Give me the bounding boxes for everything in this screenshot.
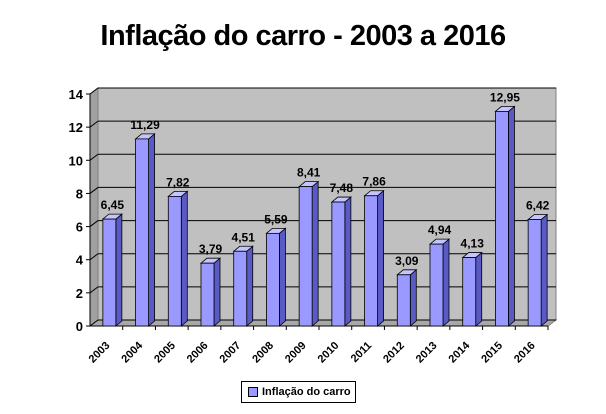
bar-side	[148, 133, 155, 327]
bar-front	[266, 232, 280, 327]
x-tick-label: 2013	[414, 340, 440, 366]
legend: Inflação do carro	[241, 381, 356, 403]
bar	[494, 105, 516, 327]
bar-front	[135, 138, 149, 327]
x-tick-label: 2004	[119, 339, 145, 365]
x-tick-label: 2014	[447, 339, 473, 365]
bar-front	[298, 186, 313, 327]
bar-side	[377, 189, 384, 327]
bar	[265, 227, 287, 327]
bar	[396, 268, 418, 327]
data-label: 3,79	[199, 242, 223, 256]
bar-front	[200, 262, 215, 327]
bar	[461, 251, 483, 327]
bar-side	[442, 238, 450, 327]
plot-floor	[88, 319, 558, 327]
x-tick-label: 2016	[512, 340, 538, 366]
y-tick-label: 6	[76, 220, 83, 235]
y-tick-label: 2	[76, 286, 83, 301]
y-tick-label: 14	[69, 87, 84, 102]
legend-label: Inflação do carro	[262, 386, 351, 398]
x-tick-label: 2006	[185, 340, 211, 366]
y-tick-label: 12	[69, 120, 83, 135]
bar	[428, 238, 451, 327]
bar-side	[475, 251, 483, 327]
x-tick-label: 2009	[283, 340, 309, 366]
y-tick-label: 10	[69, 153, 83, 168]
gridline-depth	[89, 153, 99, 161]
y-tick-label: 0	[76, 319, 83, 334]
bar-side	[540, 213, 548, 327]
data-label: 4,51	[232, 230, 256, 244]
bar	[363, 189, 385, 327]
gridline-depth	[89, 253, 99, 261]
x-tick-label: 2012	[381, 340, 407, 366]
bar	[527, 213, 549, 327]
data-label: 6,45	[101, 198, 125, 212]
data-label: 4,94	[428, 223, 452, 237]
y-tick-label: 8	[76, 186, 83, 201]
gridline-depth	[89, 187, 99, 194]
data-label: 11,29	[130, 118, 160, 132]
bar-front	[462, 257, 477, 327]
x-tick-label: 2015	[479, 340, 505, 366]
bar	[330, 196, 352, 327]
x-tick-label: 2010	[316, 340, 342, 366]
data-label: 7,48	[330, 181, 354, 195]
bar-front	[495, 111, 509, 327]
data-label: 7,86	[362, 175, 386, 189]
data-label: 3,09	[395, 254, 419, 268]
bar-side	[311, 180, 319, 327]
bar-front	[233, 250, 248, 327]
data-label: 4,13	[461, 237, 485, 251]
bar-front	[331, 201, 346, 327]
plot-back-wall	[97, 87, 557, 321]
bar	[232, 245, 254, 327]
x-tick-label: 2011	[349, 340, 374, 365]
x-tick-label: 2007	[218, 340, 244, 366]
bar-side	[246, 245, 254, 327]
gridline-depth	[89, 319, 99, 327]
data-label: 6,42	[526, 199, 550, 213]
bar-side	[508, 105, 515, 327]
x-tick-label: 2003	[87, 340, 113, 366]
plot-area: 0 2 4 6 8 10 12 14 6,45 2003 11,29 2004 7,82 2005 3,79…	[69, 87, 558, 366]
gridline-depth	[89, 87, 99, 95]
bar-side	[344, 196, 352, 327]
bar-side	[180, 190, 188, 327]
gridline-depth	[89, 220, 99, 227]
gridline-depth	[89, 120, 99, 128]
bar	[199, 257, 222, 327]
data-label: 8,41	[297, 166, 321, 180]
bar-side	[213, 257, 221, 327]
bar-front	[102, 218, 117, 327]
bar-front	[396, 274, 411, 327]
bar-front	[429, 243, 444, 327]
bar	[101, 213, 123, 327]
gridline-depth	[89, 286, 99, 294]
bar-front	[527, 219, 542, 327]
bar-side	[115, 213, 123, 327]
data-label: 7,82	[166, 175, 190, 189]
bar	[298, 180, 320, 327]
chart-title: Inflação do carro - 2003 a 2016	[100, 20, 506, 52]
x-tick-label: 2008	[250, 340, 276, 366]
data-label: 5,59	[264, 212, 288, 226]
data-label: 12,95	[490, 90, 520, 104]
bar	[134, 133, 156, 327]
bar-side	[409, 268, 417, 327]
legend-swatch	[248, 387, 258, 397]
x-tick-label: 2005	[152, 340, 178, 366]
bar-front	[364, 195, 378, 327]
bar	[167, 190, 189, 327]
bar-side	[279, 227, 286, 327]
y-tick-label: 4	[76, 253, 84, 268]
bar-front	[167, 196, 182, 327]
